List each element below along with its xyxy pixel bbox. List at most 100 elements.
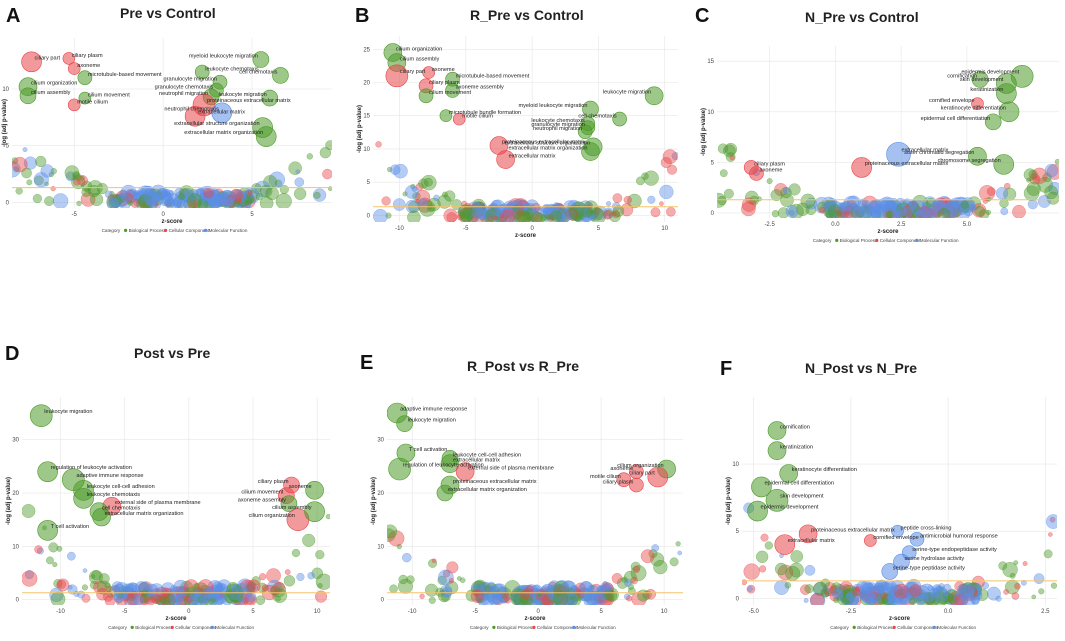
go-term-bubble bbox=[581, 205, 593, 218]
labelled-go-term-bubble bbox=[452, 112, 466, 126]
go-term-label: ciliary plasm bbox=[72, 53, 103, 59]
labelled-go-term-bubble bbox=[971, 97, 984, 110]
go-term-bubble bbox=[53, 579, 63, 589]
go-term-bubble bbox=[556, 213, 566, 222]
go-term-label: skin development bbox=[780, 494, 824, 500]
go-term-bubble bbox=[1037, 195, 1051, 208]
panel-e-ytick-label: 10 bbox=[377, 544, 384, 550]
go-term-bubble bbox=[490, 583, 506, 599]
go-term-bubble bbox=[981, 582, 989, 590]
go-term-bubble bbox=[158, 595, 168, 604]
go-term-bubble bbox=[623, 593, 631, 600]
go-term-bubble bbox=[464, 210, 473, 219]
go-term-bubble bbox=[246, 579, 261, 593]
go-term-bubble bbox=[44, 181, 49, 187]
go-term-bubble bbox=[531, 202, 541, 213]
go-term-bubble bbox=[1046, 164, 1059, 180]
go-term-label: keratinocyte differentiation bbox=[792, 467, 857, 473]
go-term-bubble bbox=[932, 198, 946, 212]
go-term-bubble bbox=[846, 195, 861, 210]
go-term-bubble bbox=[1031, 594, 1037, 600]
go-term-bubble bbox=[729, 155, 735, 161]
go-term-bubble bbox=[418, 198, 429, 209]
go-term-label: cilium organization bbox=[31, 80, 77, 86]
go-term-bubble bbox=[1033, 573, 1045, 584]
go-term-bubble bbox=[943, 201, 958, 216]
go-term-bubble bbox=[643, 170, 659, 186]
labelled-go-term-bubble bbox=[886, 141, 911, 167]
go-term-bubble bbox=[199, 191, 210, 202]
go-term-bubble bbox=[612, 193, 623, 203]
labelled-go-term-bubble bbox=[577, 124, 593, 139]
panel-c-x-axis-label: z-score bbox=[877, 229, 899, 235]
go-term-bubble bbox=[580, 581, 593, 594]
panel-d: D Post vs Pre 0 10 20 30 -10 -5 0 5 10 z-score -log … bbox=[0, 345, 355, 641]
go-term-bubble bbox=[52, 562, 58, 568]
go-term-bubble bbox=[442, 570, 451, 578]
legend-swatch bbox=[835, 238, 839, 242]
go-term-bubble bbox=[868, 593, 879, 604]
panel-a-xtick-label: 0 bbox=[161, 212, 165, 218]
go-term-bubble bbox=[284, 569, 291, 575]
go-term-bubble bbox=[76, 200, 82, 207]
go-term-bubble bbox=[46, 556, 54, 565]
panel-b-ytick-label: 20 bbox=[363, 81, 370, 87]
go-term-bubble bbox=[887, 592, 897, 602]
panel-a-letter: A bbox=[6, 5, 20, 27]
go-term-bubble bbox=[632, 565, 640, 573]
go-term-bubble bbox=[118, 189, 128, 199]
panel-a-title: Pre vs Control bbox=[120, 5, 216, 21]
go-term-bubble bbox=[602, 210, 613, 220]
go-term-bubble bbox=[824, 591, 830, 597]
panel-e-ytick-label: 20 bbox=[377, 491, 384, 497]
panel-d-bubble-cloud bbox=[22, 504, 330, 605]
go-term-bubble bbox=[882, 580, 898, 595]
go-term-bubble bbox=[764, 541, 773, 550]
labelled-go-term-bubble bbox=[305, 481, 324, 500]
go-term-bubble bbox=[833, 597, 840, 603]
panel-f-ytick-label: 0 bbox=[736, 596, 740, 602]
go-term-bubble bbox=[221, 197, 231, 206]
go-term-bubble bbox=[641, 172, 649, 180]
go-term-bubble bbox=[195, 187, 206, 198]
go-term-bubble bbox=[13, 166, 20, 173]
go-term-bubble bbox=[979, 185, 996, 202]
go-term-label: granulocyte migration bbox=[164, 76, 217, 82]
go-term-bubble bbox=[181, 189, 194, 203]
go-term-bubble bbox=[923, 209, 933, 218]
chart-c: C N_Pre vs Control 0 5 10 15 -2.5 0.0 2.5 5.0 z-sc… bbox=[695, 5, 1059, 243]
go-term-bubble bbox=[81, 584, 88, 591]
go-term-bubble bbox=[512, 204, 520, 213]
go-term-bubble bbox=[838, 202, 848, 213]
go-term-bubble bbox=[428, 558, 438, 568]
go-term-bubble bbox=[50, 591, 66, 605]
go-term-bubble bbox=[1044, 163, 1059, 178]
go-term-bubble bbox=[259, 573, 267, 581]
go-term-bubble bbox=[568, 208, 578, 219]
labelled-go-term-bubble bbox=[647, 466, 669, 488]
chart-f: F N_Post vs N_Pre 0 5 10 -5.0 -2.5 0.0 2.5 z-scor… bbox=[720, 358, 1057, 630]
go-term-bubble bbox=[396, 543, 402, 550]
go-term-label: cilium organization bbox=[396, 46, 442, 52]
panel-b-x-axis-label: z-score bbox=[515, 233, 537, 239]
go-term-bubble bbox=[948, 597, 955, 604]
go-term-bubble bbox=[929, 587, 940, 598]
go-term-bubble bbox=[294, 177, 305, 187]
go-term-bubble bbox=[106, 585, 113, 593]
labelled-go-term-bubble bbox=[73, 488, 94, 509]
panel-e-xtick-label: -10 bbox=[408, 609, 417, 615]
go-term-label: regulation of leukocyte activation bbox=[403, 462, 484, 468]
go-term-label: ciliary part bbox=[35, 55, 61, 61]
go-term-bubble bbox=[295, 169, 300, 174]
panel-e-title: R_Post vs R_Pre bbox=[467, 358, 579, 374]
panel-f-letter: F bbox=[720, 358, 732, 380]
labelled-go-term-bubble bbox=[893, 553, 910, 571]
go-term-label: cilium movement bbox=[88, 93, 130, 99]
go-term-bubble bbox=[49, 587, 64, 603]
go-term-bubble bbox=[271, 582, 287, 598]
go-term-bubble bbox=[645, 588, 657, 600]
go-term-bubble bbox=[1048, 532, 1053, 537]
go-term-bubble bbox=[251, 576, 261, 586]
panel-e-legend-title: Category bbox=[470, 625, 489, 630]
labelled-go-term-bubble bbox=[304, 501, 325, 522]
